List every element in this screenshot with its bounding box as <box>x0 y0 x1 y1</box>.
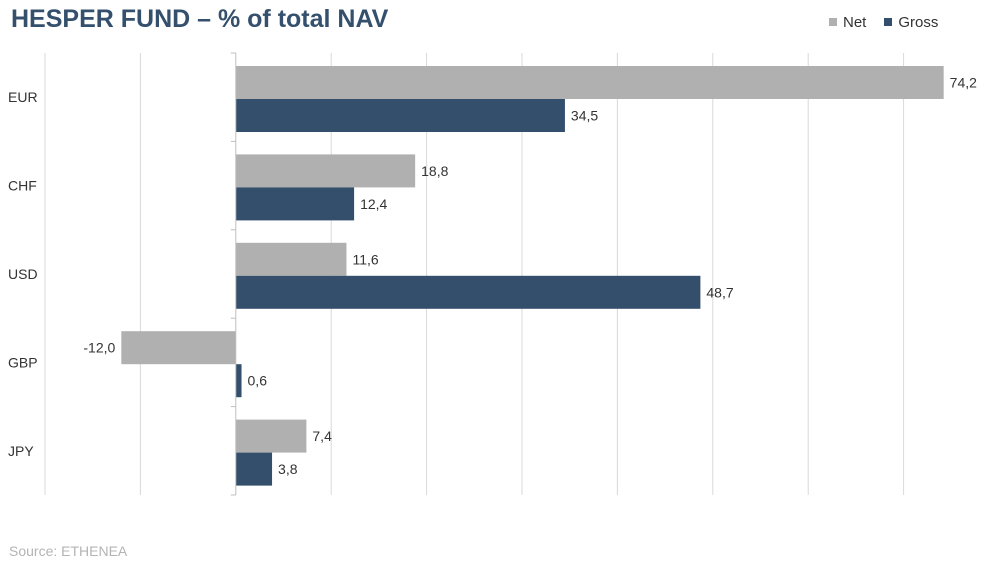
data-label-gross-usd: 48,7 <box>706 284 733 300</box>
category-label-usd: USD <box>8 266 38 282</box>
legend-swatch-net <box>829 18 837 26</box>
bars <box>121 66 944 486</box>
legend-label-gross: Gross <box>898 13 939 31</box>
data-label-gross-eur: 34,5 <box>571 108 598 124</box>
data-label-net-gbp: -12,0 <box>83 340 115 356</box>
legend: Net Gross <box>829 13 956 31</box>
axis <box>230 52 237 496</box>
bar-gross-usd <box>235 275 701 309</box>
chart-title: HESPER FUND – % of total NAV <box>11 5 389 33</box>
data-label-net-jpy: 7,4 <box>312 428 332 444</box>
bar-net-usd <box>235 242 347 276</box>
bar-gross-gbp <box>235 364 242 398</box>
bar-net-gbp <box>121 331 236 365</box>
legend-label-net: Net <box>843 13 867 31</box>
data-label-gross-jpy: 3,8 <box>278 461 298 477</box>
category-label-gbp: GBP <box>8 354 38 370</box>
bar-gross-chf <box>235 187 355 221</box>
data-label-gross-gbp: 0,6 <box>248 373 268 389</box>
data-label-net-eur: 74,2 <box>950 75 977 91</box>
source-note: Source: ETHENEA <box>9 543 128 559</box>
bar-net-chf <box>235 154 416 188</box>
bar-gross-jpy <box>235 452 273 486</box>
bar-net-jpy <box>235 419 307 453</box>
bar-gross-eur <box>235 99 565 132</box>
category-label-jpy: JPY <box>8 443 34 459</box>
legend-item-net: Net <box>829 14 866 31</box>
data-label-net-usd: 11,6 <box>352 251 378 267</box>
legend-swatch-gross <box>884 18 893 26</box>
legend-item-gross: Gross <box>884 14 938 31</box>
labels: EUR 74,2 34,5 CHF 18,8 12,4 USD 11,6 48,7 GBP -12,… <box>8 75 977 478</box>
category-label-chf: CHF <box>8 178 37 194</box>
category-label-eur: EUR <box>8 89 38 105</box>
bar-net-eur <box>235 66 944 99</box>
data-label-net-chf: 18,8 <box>421 163 448 179</box>
data-label-gross-chf: 12,4 <box>360 196 387 212</box>
